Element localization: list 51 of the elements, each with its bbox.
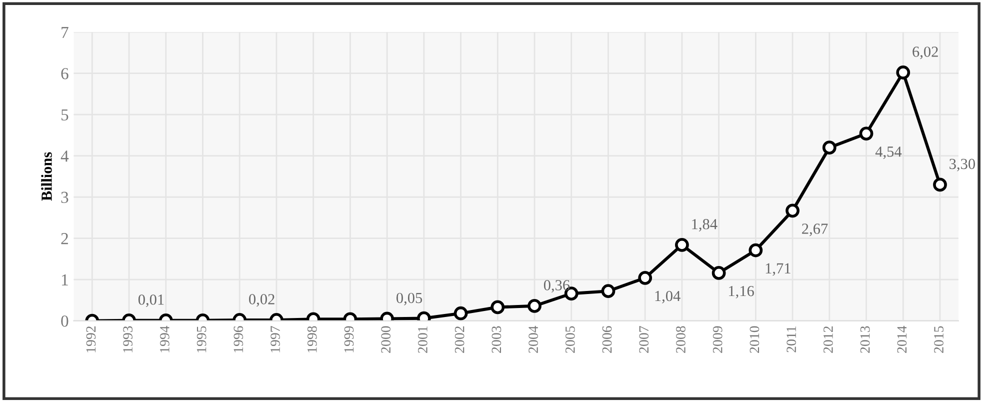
data-label: 2,67 xyxy=(802,224,828,236)
y-tick-label: 1 xyxy=(62,274,68,286)
y-tick-label: 0 xyxy=(61,316,68,327)
x-tick-label: 2001 xyxy=(418,326,428,353)
x-tick-label: 1999 xyxy=(344,326,354,352)
data-label: 0,05 xyxy=(396,292,422,306)
y-tick-label: 3 xyxy=(61,192,68,204)
y-tick-label: 4 xyxy=(60,150,69,162)
data-label: 6,02 xyxy=(912,46,938,60)
y-axis-title: Billions xyxy=(41,152,52,201)
data-label: 0,02 xyxy=(249,294,274,307)
x-tick-label: 2003 xyxy=(492,326,502,353)
data-label: 4,54 xyxy=(875,146,902,159)
x-tick-label: 1998 xyxy=(307,326,317,352)
y-tick-label: 6 xyxy=(61,68,68,80)
point xyxy=(933,178,947,192)
x-tick-label: 1993 xyxy=(123,326,132,352)
x-tick-label: 1997 xyxy=(270,326,280,352)
data-label: 1,04 xyxy=(655,290,680,304)
x-tick-label: 2009 xyxy=(712,326,722,353)
x-tick-label: 1996 xyxy=(234,326,244,352)
x-tick-label: 1994 xyxy=(160,326,170,352)
data-label: 1,84 xyxy=(692,218,718,232)
x-tick-label: 1992 xyxy=(86,326,96,352)
point xyxy=(859,126,874,140)
data-label: 1,16 xyxy=(729,286,754,298)
x-tick-label: 2012 xyxy=(824,326,833,353)
x-tick-label: 2013 xyxy=(860,326,870,353)
x-tick-label: 2010 xyxy=(750,326,760,353)
x-tick-label: 2008 xyxy=(676,326,686,353)
x-tick-label: 2005 xyxy=(565,326,575,353)
data-label: 0,01 xyxy=(138,294,164,307)
y-tick-label: 2 xyxy=(61,233,68,244)
x-tick-label: 2006 xyxy=(602,326,612,353)
x-tick-label: 2015 xyxy=(934,326,944,353)
point xyxy=(675,238,689,252)
x-tick-label: 2002 xyxy=(454,326,464,353)
data-label: 3,30 xyxy=(950,158,975,172)
x-tick-label: 2000 xyxy=(381,326,391,353)
data-label: 0,36 xyxy=(544,280,570,293)
point xyxy=(822,140,836,155)
x-tick-label: 2004 xyxy=(528,326,538,353)
x-tick-label: 2007 xyxy=(639,326,649,353)
x-tick-label: 2011 xyxy=(786,326,796,352)
x-tick-label: 1995 xyxy=(196,326,206,352)
x-tick-label: 2014 xyxy=(897,326,907,353)
y-tick-label: 5 xyxy=(62,109,68,121)
y-tick-label: 7 xyxy=(62,26,68,38)
data-label: 1,71 xyxy=(766,263,790,276)
point xyxy=(748,243,763,258)
point xyxy=(786,204,800,218)
